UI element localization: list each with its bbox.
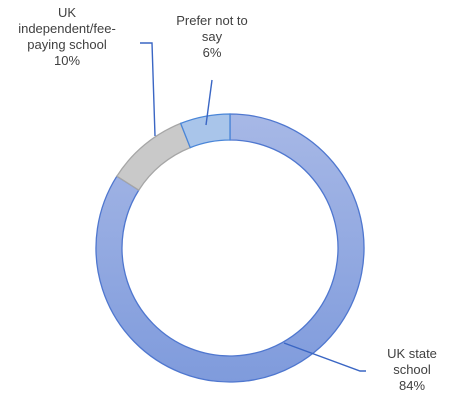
leader-line-uk-independent-school (140, 42, 156, 137)
leader-line-uk-state-school (283, 342, 366, 372)
data-label-name-line: Prefer not to (176, 13, 248, 28)
slice-prefer-not-to-say (179, 113, 231, 149)
slice-uk-independent-fee-paying-school (115, 122, 192, 192)
data-label-name-line: UK (57, 5, 77, 20)
data-label-name-line: school (393, 362, 431, 377)
data-label-name-line: UK state (387, 346, 437, 361)
data-label-name-line: paying school (27, 37, 107, 52)
data-label-percent: 10% (53, 53, 81, 68)
leader-line-prefer-not-to-say (205, 79, 213, 126)
data-label-name-line: say (201, 29, 223, 44)
data-label-percent: 6% (202, 45, 222, 60)
data-label-percent: 84% (398, 378, 426, 393)
data-label-uk-state-school: UK state school 84% (372, 346, 452, 394)
data-label-prefer-not-to-say: Prefer not to say 6% (160, 13, 264, 61)
data-label-name-line: independent/fee- (18, 21, 116, 36)
data-label-uk-independent-school: UK independent/fee- paying school 10% (0, 5, 134, 69)
slice-uk-state-school (95, 113, 365, 383)
